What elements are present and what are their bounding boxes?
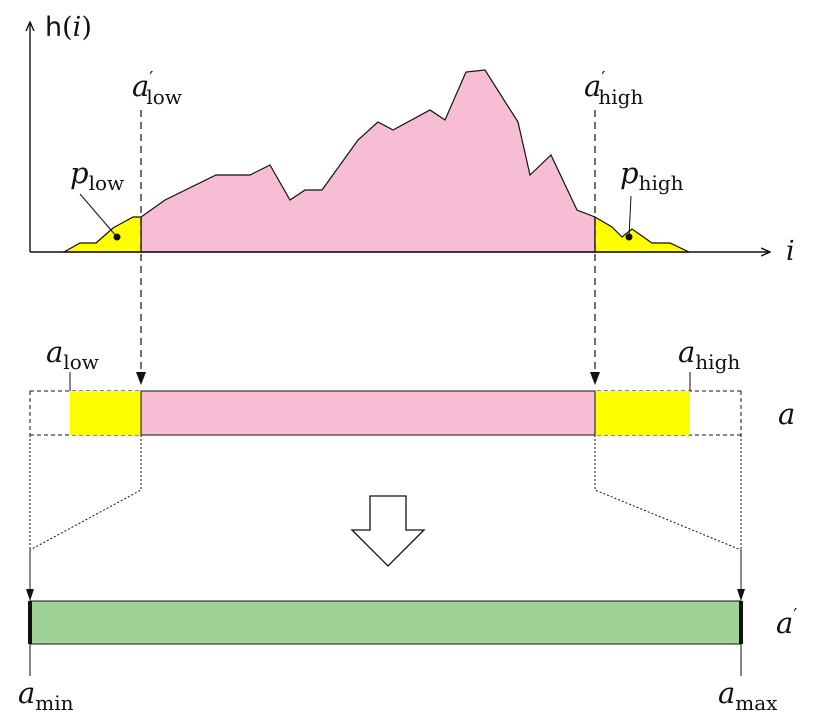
p-high-leader: [628, 195, 632, 238]
p-low-dot: [113, 233, 121, 241]
input-bar-high-tail: [595, 391, 690, 435]
a-low-prime-marker: a′ low: [132, 68, 182, 385]
a-high-prime-marker: a′ high: [584, 68, 643, 385]
a-high-prime-arrowhead: [590, 372, 600, 385]
mapping-arrowhead-right: [737, 589, 745, 601]
output-bar-label: a′: [776, 605, 797, 640]
x-axis-label: i: [786, 236, 795, 267]
a-low-label: alow: [46, 335, 99, 374]
input-bar-low-tail: [70, 391, 141, 435]
a-min-label: amin: [18, 676, 74, 715]
p-high-dot: [625, 233, 633, 241]
input-bar-center: [140, 390, 596, 436]
histogram-high-tail: [594, 215, 690, 253]
a-low-prime-label: a′ low: [132, 68, 182, 109]
a-high-prime-label: a′ high: [584, 68, 643, 109]
a-max-label: amax: [718, 676, 778, 715]
mapping-line-right: [594, 435, 742, 590]
input-bar: alow ahigh a: [29, 335, 795, 436]
p-low-label: plow: [70, 156, 124, 195]
a-high-label: ahigh: [678, 335, 740, 374]
down-arrow-icon: [350, 495, 426, 567]
histogram: [61, 69, 690, 253]
mapping-lines: [26, 435, 745, 601]
p-low-leader: [79, 193, 118, 238]
input-bar-label: a: [778, 397, 795, 431]
a-low-prime-arrowhead: [136, 372, 146, 385]
output-bar: a′ amin amax: [18, 600, 797, 715]
output-bar-fill: [29, 600, 742, 645]
p-low-annotation: plow: [70, 156, 124, 241]
mapping-line-left: [29, 435, 142, 590]
histogram-low-tail: [61, 216, 142, 253]
y-axis-label: h(i): [45, 12, 92, 43]
mapping-arrowhead-left: [26, 589, 34, 601]
p-high-label: phigh: [620, 156, 684, 195]
axes: h(i) i: [30, 12, 795, 267]
p-high-annotation: phigh: [620, 156, 684, 241]
histogram-center-region: [140, 69, 596, 253]
